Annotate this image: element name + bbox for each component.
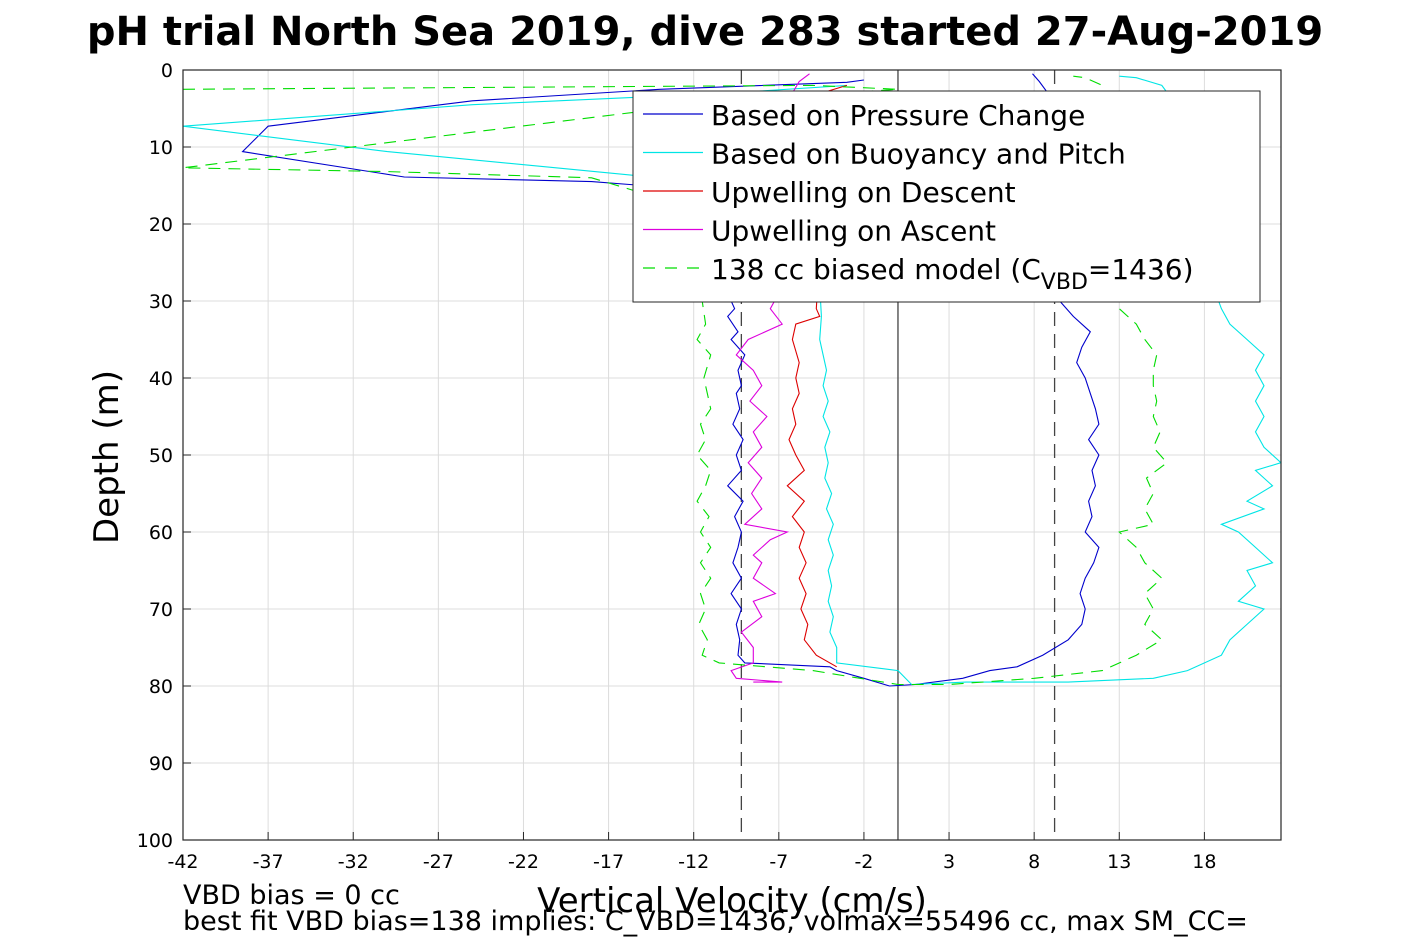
x-tick-label-6: -12 xyxy=(678,851,709,873)
y-tick-label-7: 70 xyxy=(149,599,173,621)
y-tick-label-2: 20 xyxy=(149,214,173,236)
footer-line-2: best fit VBD bias=138 implies: C_VBD=143… xyxy=(183,906,1248,937)
legend-label-4: 138 cc biased model (CVBD=1436) xyxy=(711,253,1194,295)
x-tick-label-9: 3 xyxy=(943,851,955,873)
x-axis-label: Vertical Velocity (cm/s) xyxy=(537,881,927,921)
legend-label-0: Based on Pressure Change xyxy=(711,99,1085,132)
x-tick-label-1: -37 xyxy=(253,851,284,873)
y-axis-label: Depth (m) xyxy=(87,370,127,544)
chart-title: pH trial North Sea 2019, dive 283 starte… xyxy=(87,9,1323,55)
legend-label-1: Based on Buoyancy and Pitch xyxy=(711,138,1126,171)
y-tick-label-3: 30 xyxy=(149,291,173,313)
y-tick-labels: 0 10 20 30 40 50 60 70 80 90 100 xyxy=(137,60,191,852)
y-tick-label-10: 100 xyxy=(137,830,173,852)
footer-line-1: VBD bias = 0 cc xyxy=(183,880,400,911)
x-tick-labels: -42 -37 -32 -27 -22 -17 -12 -7 -2 3 8 13 18 xyxy=(167,832,1216,873)
x-tick-label-0: -42 xyxy=(167,851,198,873)
y-tick-label-1: 10 xyxy=(149,137,173,159)
y-tick-label-4: 40 xyxy=(149,368,173,390)
series-line-1 xyxy=(183,75,1281,686)
y-tick-label-9: 90 xyxy=(149,753,173,775)
legend: Based on Pressure Change Based on Buoyanc… xyxy=(632,90,1261,303)
series-line-0 xyxy=(241,73,1100,687)
y-tick-label-6: 60 xyxy=(149,522,173,544)
x-tick-label-2: -32 xyxy=(338,851,369,873)
y-tick-label-8: 80 xyxy=(149,676,173,698)
x-tick-label-12: 18 xyxy=(1192,851,1216,873)
legend-box xyxy=(632,90,1261,303)
x-tick-label-3: -27 xyxy=(423,851,454,873)
legend-label-2: Upwelling on Descent xyxy=(711,176,1016,209)
x-tick-label-5: -17 xyxy=(593,851,624,873)
y-tick-label-5: 50 xyxy=(149,445,173,467)
x-tick-label-10: 8 xyxy=(1028,851,1040,873)
x-tick-label-8: -2 xyxy=(854,851,873,873)
x-tick-label-4: -22 xyxy=(508,851,539,873)
series-line-4 xyxy=(183,75,1168,686)
legend-label-3: Upwelling on Ascent xyxy=(711,215,996,248)
x-tick-label-11: 13 xyxy=(1107,851,1131,873)
y-tick-label-0: 0 xyxy=(161,60,173,82)
x-tick-label-7: -7 xyxy=(769,851,788,873)
